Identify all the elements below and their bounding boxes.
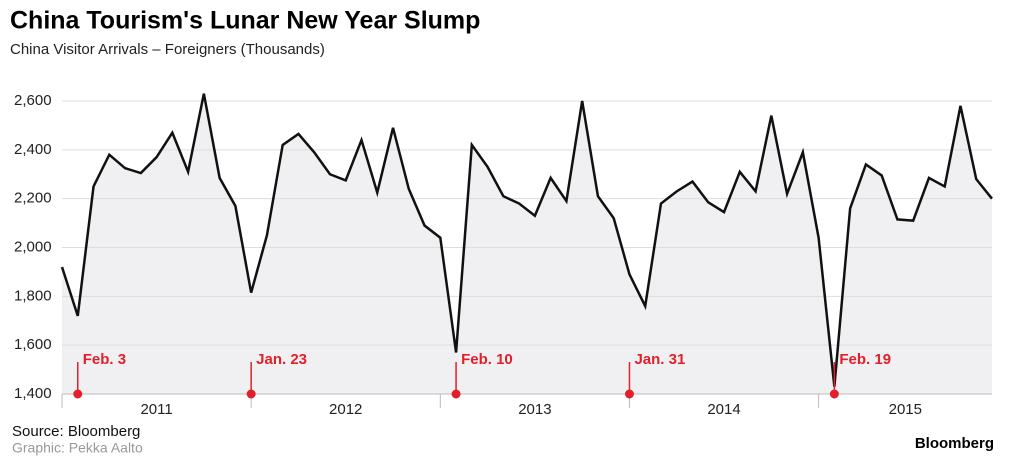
y-tick-label: 1,600 [14, 336, 52, 353]
chart-title: China Tourism's Lunar New Year Slump [10, 7, 480, 35]
y-tick-label: 2,200 [14, 190, 52, 207]
x-tick-label: 2011 [140, 401, 172, 418]
event-dot [73, 389, 83, 399]
credit: Graphic: Pekka Aalto [12, 440, 143, 456]
y-tick-label: 2,000 [14, 238, 52, 255]
y-tick-label: 2,600 [14, 92, 52, 109]
source: Source: Bloomberg [12, 423, 140, 440]
event-label: Jan. 31 [634, 351, 685, 368]
y-tick-label: 2,400 [14, 141, 52, 158]
event-dot [624, 389, 634, 399]
brand: Bloomberg [915, 435, 994, 452]
event-label: Feb. 3 [83, 351, 126, 368]
x-tick-label: 2013 [518, 401, 551, 418]
y-tick-label: 1,400 [14, 385, 52, 402]
event-label: Jan. 23 [256, 351, 307, 368]
event-label: Feb. 19 [839, 351, 891, 368]
x-tick-label: 2014 [707, 401, 740, 418]
area [62, 93, 992, 395]
event-label: Feb. 10 [461, 351, 513, 368]
event-dot [829, 389, 839, 399]
x-tick-label: 2015 [889, 401, 922, 418]
event-dot [246, 389, 256, 399]
x-tick-label: 2012 [329, 401, 362, 418]
y-tick-label: 1,800 [14, 287, 52, 304]
chart-subtitle: China Visitor Arrivals – Foreigners (Tho… [10, 41, 325, 58]
line [60, 93, 993, 387]
event-dot [451, 389, 461, 399]
